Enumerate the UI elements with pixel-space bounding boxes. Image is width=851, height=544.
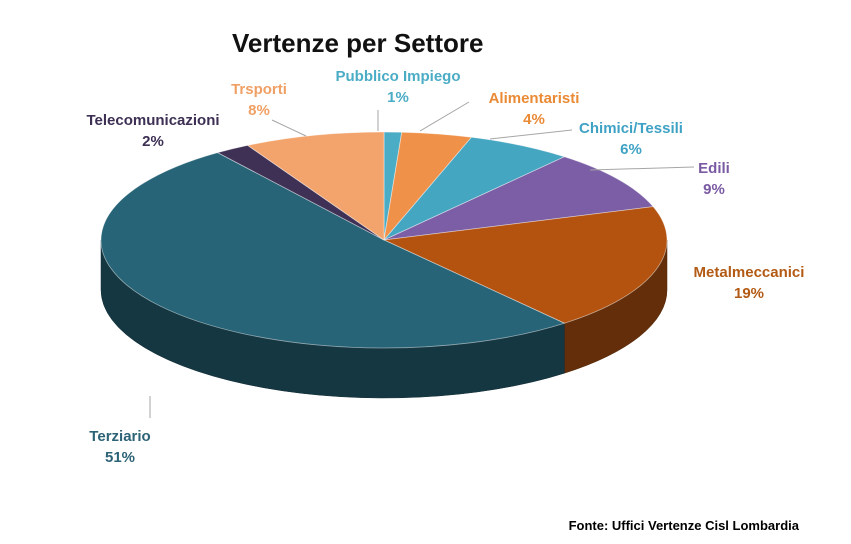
slice-label-percent: 19% (733, 285, 765, 302)
slice-label-7: Trsporti 8% (231, 79, 287, 121)
slice-label-name: Chimici/Tessili (579, 120, 683, 137)
slice-label-name: Trsporti (231, 81, 287, 98)
pie-top-faces (100, 131, 668, 349)
slice-label-percent: 4% (523, 111, 545, 128)
chart-title: Vertenze per Settore (232, 28, 484, 58)
slice-label-percent: 6% (620, 141, 642, 158)
slice-label-1: Alimentaristi 4% (489, 88, 580, 130)
slice-label-5: Terziario 51% (89, 426, 150, 468)
leader-line-2 (489, 129, 573, 140)
leader-lines (149, 101, 695, 418)
slice-label-2: Chimici/Tessili 6% (579, 118, 683, 160)
slice-label-6: Telecomunicazioni 2% (86, 110, 219, 152)
slice-label-name: Metalmeccanici (693, 264, 805, 281)
slice-label-4: Metalmeccanici 19% (694, 262, 805, 304)
slice-label-percent: 51% (104, 449, 136, 466)
slice-label-percent: 9% (703, 181, 725, 198)
slice-label-name: Alimentaristi (488, 90, 580, 107)
pie-slice-5 (100, 152, 566, 349)
slice-label-name: Terziario (89, 428, 151, 445)
slice-label-percent: 2% (142, 133, 164, 150)
leader-line-1 (419, 101, 470, 132)
leader-line-7 (271, 119, 307, 137)
pie-slice-4 (382, 206, 668, 324)
slice-label-name: Edili (698, 160, 730, 177)
slice-label-percent: 1% (387, 89, 409, 106)
slice-label-name: Telecomunicazioni (86, 112, 220, 129)
pie-slice-7 (246, 131, 385, 241)
source-note: Fonte: Uffici Vertenze Cisl Lombardia (568, 518, 799, 533)
slice-label-3: Edili 9% (698, 158, 730, 200)
pie-slice-3 (383, 156, 654, 241)
slice-label-0: Pubblico Impiego 1% (335, 66, 460, 108)
leader-line-3 (589, 166, 695, 171)
slice-label-name: Pubblico Impiego (335, 68, 461, 85)
slice-label-percent: 8% (248, 102, 270, 119)
